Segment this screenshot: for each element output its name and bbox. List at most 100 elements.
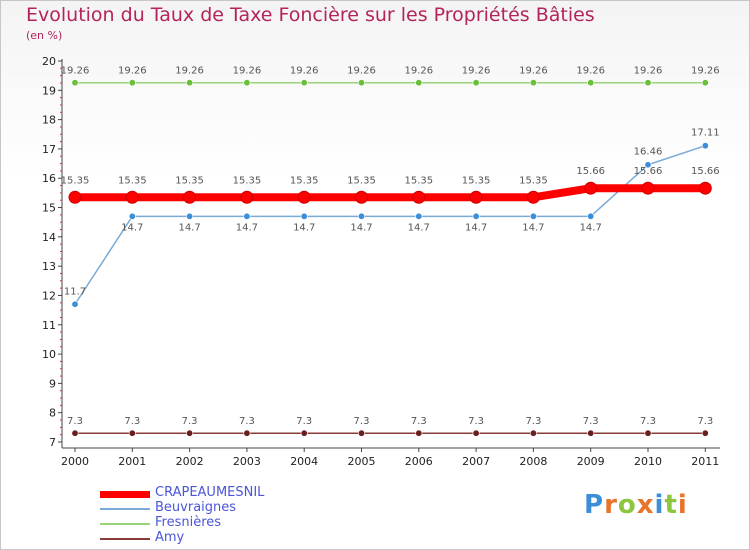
data-label: 15.35 — [404, 175, 433, 186]
legend-label: Amy — [155, 530, 185, 545]
data-point — [587, 429, 595, 437]
data-point — [125, 190, 139, 204]
data-point — [584, 181, 598, 195]
series-layer — [68, 79, 712, 437]
series-line-crapeaumesnil — [71, 184, 710, 202]
data-point — [357, 429, 365, 437]
y-tick-label: 7 — [49, 436, 56, 449]
legend-item[interactable]: Fresnières — [100, 515, 320, 531]
data-label: 19.26 — [462, 66, 491, 77]
data-point — [644, 429, 652, 437]
data-point — [300, 212, 308, 220]
x-tick-label: 2003 — [233, 455, 261, 468]
data-label: 19.26 — [347, 66, 376, 77]
x-tick-label: 2008 — [519, 455, 547, 468]
y-tick-label: 8 — [49, 407, 56, 420]
logo-letter: i — [654, 490, 665, 520]
data-label: 7.3 — [124, 416, 140, 427]
x-tick-label: 2007 — [462, 455, 490, 468]
data-label: 19.26 — [634, 66, 663, 77]
data-label: 15.66 — [691, 166, 720, 177]
y-tick-label: 11 — [42, 319, 56, 332]
data-point — [587, 212, 595, 220]
chart-subtitle: (en %) — [26, 29, 63, 42]
legend-swatch — [100, 508, 150, 510]
data-label: 14.7 — [465, 222, 487, 233]
y-tick-label: 10 — [42, 348, 56, 361]
logo-letter: t — [664, 490, 678, 520]
data-label: 15.35 — [519, 175, 548, 186]
x-tick-label: 2001 — [118, 455, 146, 468]
data-label: 15.35 — [290, 175, 319, 186]
data-point — [357, 212, 365, 220]
data-label: 15.35 — [118, 175, 147, 186]
legend-label: Beuvraignes — [155, 500, 237, 515]
x-tick-label: 2010 — [634, 455, 662, 468]
y-tick-label: 14 — [42, 231, 56, 244]
data-point — [469, 190, 483, 204]
data-label: 14.7 — [178, 222, 200, 233]
y-tick-label: 19 — [42, 84, 56, 97]
legend-swatch — [100, 523, 150, 525]
data-point — [701, 79, 709, 87]
data-point — [641, 181, 655, 195]
data-label: 19.26 — [118, 66, 147, 77]
data-point — [644, 161, 652, 169]
data-label: 15.35 — [462, 175, 491, 186]
data-label: 15.35 — [61, 175, 90, 186]
data-label: 7.3 — [468, 416, 484, 427]
data-label: 15.35 — [347, 175, 376, 186]
chart-title: Evolution du Taux de Taxe Foncière sur l… — [26, 4, 595, 26]
data-point — [357, 79, 365, 87]
x-tick-label: 2005 — [348, 455, 376, 468]
logo-letter: o — [617, 490, 637, 520]
legend-item[interactable]: Beuvraignes — [100, 500, 320, 516]
data-label: 19.26 — [519, 66, 548, 77]
y-tick-label: 18 — [42, 114, 56, 127]
data-label: 7.3 — [411, 416, 427, 427]
data-point — [128, 79, 136, 87]
axes: 7 8 9 10 11 12 13 14 15 16 17 18 19 20 2000 2001 2002 200… — [42, 55, 720, 468]
legend-label: CRAPEAUMESNIL — [155, 485, 265, 500]
data-point — [71, 79, 79, 87]
data-label: 7.3 — [239, 416, 255, 427]
data-label: 14.7 — [408, 222, 430, 233]
logo-letter: x — [636, 490, 655, 520]
x-tick-label: 2000 — [61, 455, 89, 468]
data-label: 11.7 — [64, 286, 86, 297]
data-label: 19.26 — [175, 66, 204, 77]
legend-item[interactable]: CRAPEAUMESNIL — [100, 485, 320, 501]
series-line-beuvraignes — [74, 144, 707, 306]
data-point — [412, 190, 426, 204]
data-label: 14.7 — [121, 222, 143, 233]
data-labels-layer: 15.35 15.35 15.35 15.35 15.35 15.35 15.35 15.35… — [61, 66, 720, 428]
data-label: 14.7 — [350, 222, 372, 233]
data-point — [529, 79, 537, 87]
data-label: 19.26 — [404, 66, 433, 77]
proxiti-logo[interactable]: Proxiti — [584, 490, 688, 520]
data-point — [415, 79, 423, 87]
y-tick-label: 20 — [42, 55, 56, 68]
data-point — [701, 429, 709, 437]
data-label: 14.7 — [580, 222, 602, 233]
data-point — [644, 79, 652, 87]
data-label: 19.26 — [691, 66, 720, 77]
data-point — [128, 429, 136, 437]
data-point — [186, 79, 194, 87]
legend-item[interactable]: Amy — [100, 530, 320, 546]
data-label: 15.66 — [634, 166, 663, 177]
x-tick-label: 2009 — [577, 455, 605, 468]
data-point — [68, 190, 82, 204]
data-label: 19.26 — [61, 66, 90, 77]
data-point — [472, 429, 480, 437]
data-label: 7.3 — [697, 416, 713, 427]
logo-letter: r — [604, 490, 618, 520]
y-tick-label: 12 — [42, 289, 56, 302]
data-label: 15.66 — [576, 166, 605, 177]
y-tick-label: 9 — [49, 377, 56, 390]
data-point — [698, 181, 712, 195]
data-label: 16.46 — [634, 147, 663, 158]
data-point — [186, 212, 194, 220]
